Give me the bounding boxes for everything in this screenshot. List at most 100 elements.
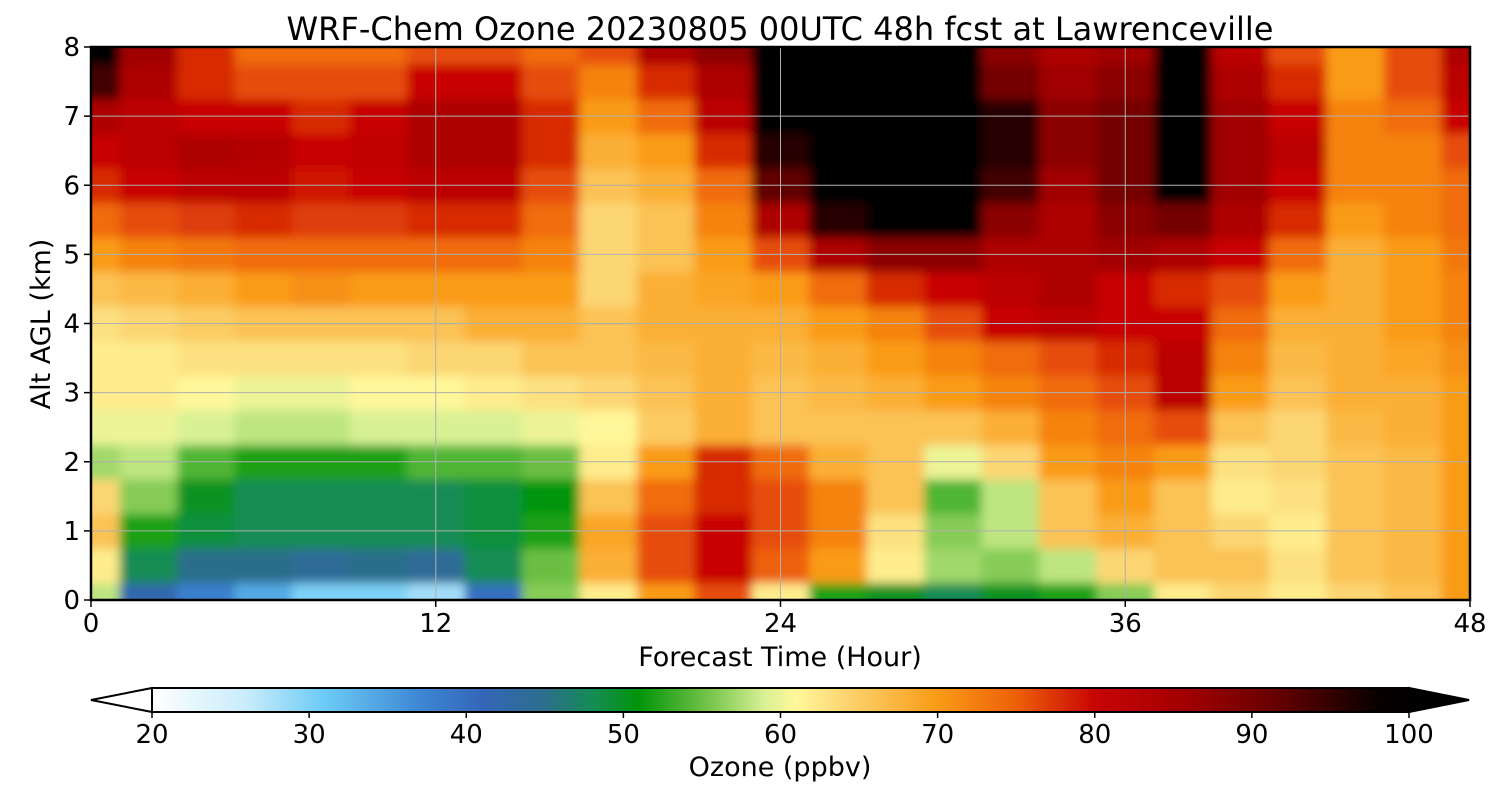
heatmap-cell: [1153, 479, 1213, 515]
heatmap-cell: [924, 479, 983, 515]
heatmap-cell: [1268, 202, 1327, 238]
x-tick-label: 0: [83, 609, 100, 639]
heatmap-cell: [694, 133, 753, 169]
heatmap-cell: [1268, 47, 1327, 65]
heatmap-cell: [234, 582, 293, 600]
heatmap-cell: [981, 409, 1040, 446]
heatmap-cell: [1039, 548, 1098, 584]
heatmap-cell: [636, 340, 695, 376]
heatmap-cell: [177, 64, 236, 100]
heatmap-cell: [694, 202, 753, 238]
heatmap-cell: [1211, 548, 1270, 584]
heatmap-cell: [464, 271, 523, 307]
heatmap-cell: [981, 271, 1040, 307]
heatmap-cell: [464, 47, 523, 65]
heatmap-cell: [694, 340, 753, 376]
heatmap-cell: [349, 64, 408, 100]
heatmap-cell: [1383, 548, 1442, 584]
heatmap-cell: [177, 202, 236, 238]
x-axis: 0 12 24 36 48: [83, 600, 1487, 639]
y-axis-label: Alt AGL (km): [26, 239, 57, 410]
heatmap-cell: [579, 133, 638, 169]
heatmap-cell: [1268, 548, 1327, 584]
heatmap-cell: [1326, 64, 1385, 100]
heatmap-cell: [1039, 202, 1098, 238]
heatmap-cell: [521, 409, 580, 446]
y-tick-label: 8: [63, 33, 80, 63]
y-tick-label: 6: [63, 171, 80, 201]
x-tick-label: 24: [764, 609, 797, 639]
heatmap-cell: [349, 409, 408, 446]
heatmap-cell: [119, 64, 178, 100]
heatmap-cell: [91, 582, 121, 600]
heatmap-cell: [924, 133, 983, 169]
heatmap-cell: [1211, 47, 1270, 65]
heatmap-cell: [119, 202, 178, 238]
heatmap-cell: [349, 133, 408, 169]
x-axis-label: Forecast Time (Hour): [638, 642, 922, 673]
heatmap-cell: [234, 47, 293, 65]
heatmap-cell: [119, 479, 178, 515]
y-tick-label: 5: [63, 240, 80, 270]
heatmap-cell: [579, 548, 638, 584]
heatmap-cell: [292, 409, 351, 446]
heatmap-cell: [292, 202, 351, 238]
heatmap-cell: [694, 64, 753, 100]
heatmap-cell: [119, 409, 178, 446]
heatmap-cell: [1153, 271, 1213, 307]
y-axis: 0 1 2 3 4 5 6 7 8: [63, 33, 91, 616]
heatmap-cell: [464, 133, 523, 169]
heatmap-cell: [1211, 582, 1270, 600]
heatmap-cell: [1383, 202, 1442, 238]
heatmap-cell: [579, 340, 638, 376]
heatmap-cell: [809, 548, 868, 584]
heatmap-cell: [1153, 47, 1213, 65]
heatmap-cell: [866, 582, 925, 600]
heatmap-cell: [1039, 271, 1098, 307]
heatmap-cell: [1441, 409, 1470, 446]
heatmap-cell: [579, 271, 638, 307]
heatmap-cell: [292, 548, 351, 584]
heatmap-cell: [924, 582, 983, 600]
colorbar-ticks: 20 30 40 50 60 70 80 90 100: [135, 712, 1434, 750]
heatmap-cell: [464, 64, 523, 100]
y-tick-label: 1: [63, 517, 80, 547]
heatmap-cell: [636, 64, 695, 100]
heatmap-cell: [464, 340, 523, 376]
heatmap-cell: [1326, 47, 1385, 65]
heatmap-cell: [579, 47, 638, 65]
colorbar-tick-label: 20: [135, 720, 168, 750]
heatmap-cell: [1039, 479, 1098, 515]
grid-lines: [91, 47, 1470, 600]
heatmap-cell: [349, 271, 408, 307]
heatmap-cell: [1211, 133, 1270, 169]
heatmap-cell: [177, 548, 236, 584]
heatmap-cell: [234, 64, 293, 100]
heatmap-cell: [981, 133, 1040, 169]
heatmap-cell: [866, 202, 925, 238]
heatmap-cell: [177, 133, 236, 169]
heatmap-cell: [521, 64, 580, 100]
heatmap-cell: [292, 340, 351, 376]
heatmap-cell: [521, 582, 580, 600]
heatmap-cell: [1268, 133, 1327, 169]
heatmap-cell: [292, 479, 351, 515]
heatmap-cell: [119, 582, 178, 600]
heatmap-cell: [1268, 409, 1327, 446]
heatmap-cell: [809, 479, 868, 515]
y-tick-label: 4: [63, 310, 80, 340]
heatmap-cell: [1268, 271, 1327, 307]
heatmap-cell: [234, 271, 293, 307]
heatmap-cell: [981, 202, 1040, 238]
heatmap-cell: [234, 479, 293, 515]
heatmap-cell: [981, 479, 1040, 515]
heatmap-cell: [349, 479, 408, 515]
chart-title: WRF-Chem Ozone 20230805 00UTC 48h fcst a…: [287, 10, 1274, 48]
heatmap-cell: [1039, 340, 1098, 376]
heatmap-cell: [866, 548, 925, 584]
heatmap-cell: [177, 582, 236, 600]
heatmap-cell: [292, 64, 351, 100]
heatmap-cell: [636, 582, 695, 600]
